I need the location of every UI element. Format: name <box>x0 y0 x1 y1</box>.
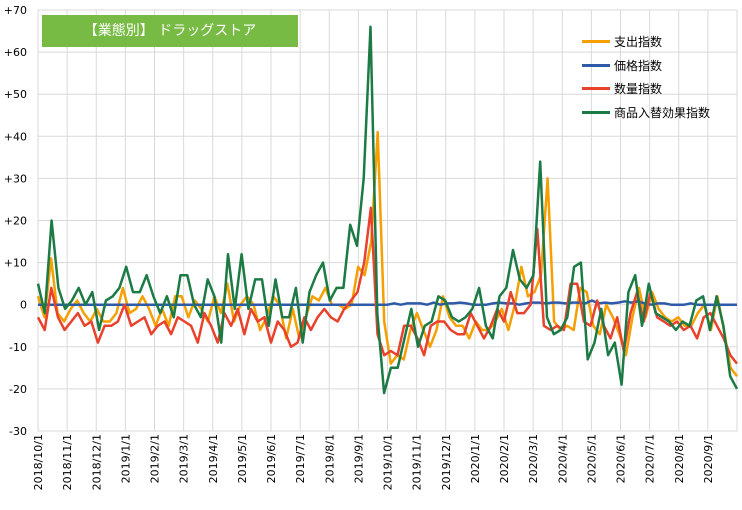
x-tick-label: 2019/5/1 <box>236 434 249 483</box>
x-tick-label: 2019/2/1 <box>149 434 162 483</box>
y-tick-label: -30 <box>9 425 27 438</box>
y-tick-label: +40 <box>4 130 27 143</box>
series-lines <box>36 25 739 395</box>
legend-swatch <box>582 110 610 114</box>
y-axis-tick-labels: +70 +60 +50 +40 +30 +20 +10 0 -10 -20 -30 <box>4 4 27 438</box>
y-tick-label: -20 <box>9 383 27 396</box>
legend-label: 価格指数 <box>614 58 663 73</box>
x-tick-label: 2018/11/1 <box>61 434 74 490</box>
legend-label: 商品入替効果指数 <box>614 105 711 120</box>
legend: 支出指数価格指数数量指数商品入替効果指数 <box>582 30 710 124</box>
x-axis-tick-labels: 2018/10/1 2018/11/1 2018/12/1 2019/1/1 2019/… <box>32 434 715 490</box>
x-tick-label: 2019/7/1 <box>294 434 307 483</box>
x-tick-label: 2018/12/1 <box>90 434 103 490</box>
legend-item: 支出指数 <box>582 30 710 54</box>
x-tick-label: 2020/6/1 <box>615 434 628 483</box>
y-tick-label: +70 <box>4 4 27 17</box>
y-tick-label: 0 <box>20 299 27 312</box>
x-tick-label: 2019/4/1 <box>207 434 220 483</box>
x-tick-label: 2018/10/1 <box>32 434 45 490</box>
legend-swatch <box>582 40 610 44</box>
series-line-1 <box>38 299 737 306</box>
legend-label: 支出指数 <box>614 35 663 50</box>
series-line-3 <box>36 25 739 395</box>
legend-item: 商品入替効果指数 <box>582 101 710 125</box>
x-tick-label: 2019/10/1 <box>382 434 395 490</box>
x-tick-label: 2020/2/1 <box>498 434 511 483</box>
legend-item: 数量指数 <box>582 77 710 101</box>
x-tick-label: 2019/6/1 <box>265 434 278 483</box>
x-tick-label: 2019/9/1 <box>352 434 365 483</box>
y-tick-label: +50 <box>4 88 27 101</box>
y-tick-label: +30 <box>4 172 27 185</box>
chart-title: 【業態別】 ドラッグストア <box>42 15 298 47</box>
x-tick-label: 2019/3/1 <box>178 434 191 483</box>
x-tick-label: 2019/12/1 <box>440 434 453 490</box>
x-tick-label: 2020/4/1 <box>556 434 569 483</box>
y-tick-label: +20 <box>4 215 27 228</box>
y-tick-label: -10 <box>9 341 27 354</box>
legend-swatch <box>582 87 610 91</box>
grid-lines <box>37 9 738 432</box>
x-tick-label: 2020/1/1 <box>469 434 482 483</box>
x-tick-label: 2019/1/1 <box>119 434 132 483</box>
series-line-2 <box>36 206 738 365</box>
x-tick-label: 2020/5/1 <box>585 434 598 483</box>
x-tick-label: 2020/7/1 <box>644 434 657 483</box>
x-tick-label: 2019/8/1 <box>323 434 336 483</box>
legend-label: 数量指数 <box>614 82 663 97</box>
x-tick-label: 2020/8/1 <box>673 434 686 483</box>
legend-item: 価格指数 <box>582 54 710 78</box>
legend-swatch <box>582 63 610 67</box>
x-tick-label: 2019/11/1 <box>411 434 424 490</box>
y-tick-label: +10 <box>4 257 27 270</box>
x-tick-label: 2020/3/1 <box>527 434 540 483</box>
y-tick-label: +60 <box>4 46 27 59</box>
x-tick-label: 2020/9/1 <box>702 434 715 483</box>
